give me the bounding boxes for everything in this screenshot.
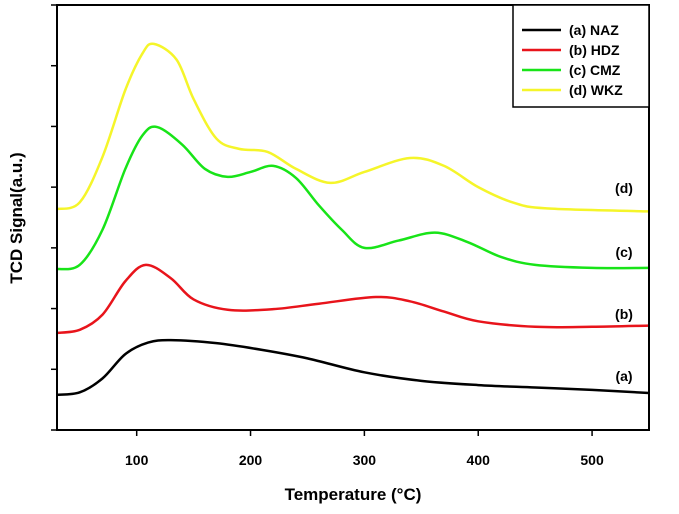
legend-label: (b) HDZ: [569, 42, 620, 58]
series-line-1: [56, 338, 650, 397]
y-axis-label: TCD Signal(a.u.): [7, 152, 26, 283]
plot-frame: [56, 4, 650, 431]
curve-tag: (c): [615, 244, 632, 260]
series-line-3: [56, 125, 650, 271]
legend: (a) NAZ (b) HDZ (c) CMZ (d) WKZ: [512, 4, 650, 108]
x-tick-label: 100: [125, 452, 149, 468]
x-tick-label: 200: [239, 452, 263, 468]
series-line-2: [56, 263, 650, 335]
curve-tag: (a): [615, 368, 632, 384]
x-tick-label: 400: [467, 452, 491, 468]
series-line-4: [56, 42, 650, 213]
curve-tag: (b): [615, 306, 633, 322]
x-tick-label: 300: [353, 452, 377, 468]
x-tick-label: 500: [580, 452, 604, 468]
x-axis-label: Temperature (°C): [285, 485, 422, 504]
curve-tag: (d): [615, 180, 633, 196]
legend-label: (a) NAZ: [569, 22, 619, 38]
legend-label: (d) WKZ: [569, 82, 623, 98]
legend-label: (c) CMZ: [569, 62, 621, 78]
